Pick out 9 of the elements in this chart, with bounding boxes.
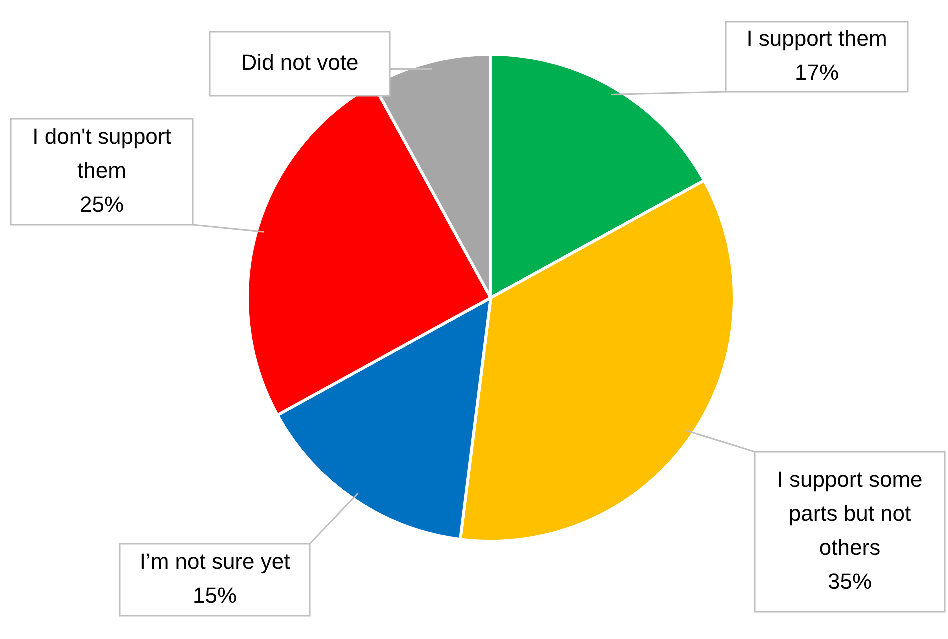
data-label: 35%	[828, 569, 872, 594]
data-label: 17%	[794, 60, 840, 86]
slice-label: Did not vote	[241, 50, 359, 76]
slice-label: I don't support them	[32, 124, 172, 184]
slice-label: I support them	[746, 26, 888, 52]
data-label: 25%	[80, 192, 124, 218]
slice-label: I’m not sure yet	[140, 549, 290, 574]
slice-label: I support some parts but not others	[777, 467, 923, 560]
data-label: 15%	[192, 583, 238, 608]
